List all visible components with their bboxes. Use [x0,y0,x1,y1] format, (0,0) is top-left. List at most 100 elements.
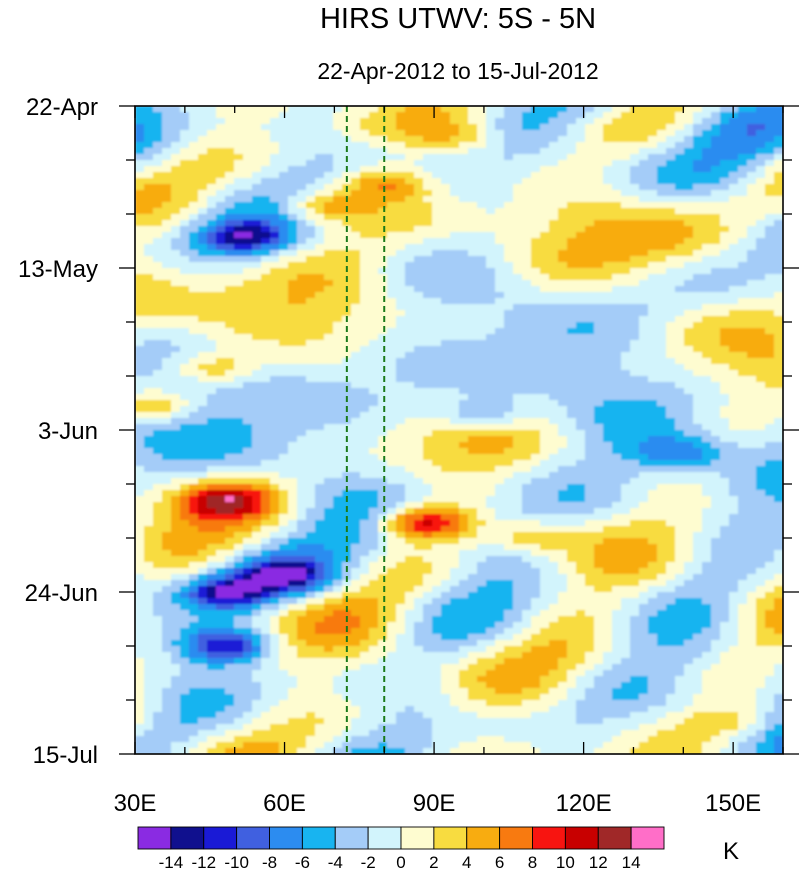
heatmap-cell [504,190,514,197]
heatmap-cell [693,454,703,461]
heatmap-cell [756,454,766,461]
heatmap-cell [720,496,730,503]
heatmap-cell [441,352,451,359]
heatmap-cell [549,208,559,215]
heatmap-cell [324,274,334,281]
heatmap-cell [225,250,235,257]
heatmap-cell [558,154,568,161]
heatmap-cell [171,514,181,521]
heatmap-cell [342,190,352,197]
heatmap-cell [198,430,208,437]
heatmap-cell [351,172,361,179]
heatmap-cell [666,454,676,461]
heatmap-cell [684,196,694,203]
heatmap-cell [756,370,766,377]
heatmap-cell [432,418,442,425]
heatmap-cell [630,280,640,287]
heatmap-cell [324,238,334,245]
heatmap-cell [720,184,730,191]
heatmap-cell [405,472,415,479]
heatmap-cell [234,256,244,263]
heatmap-cell [621,418,631,425]
heatmap-cell [432,136,442,143]
heatmap-cell [747,364,757,371]
heatmap-cell [648,208,658,215]
heatmap-cell [657,130,667,137]
heatmap-cell [144,466,154,473]
heatmap-cell [567,154,577,161]
heatmap-cell [216,442,226,449]
heatmap-cell [405,274,415,281]
heatmap-cell [297,310,307,317]
heatmap-cell [369,166,379,173]
heatmap-cell [495,514,505,521]
heatmap-cell [288,268,298,275]
heatmap-cell [189,118,199,125]
heatmap-cell [279,280,289,287]
heatmap-cell [657,478,667,485]
heatmap-cell [414,388,424,395]
heatmap-cell [153,298,163,305]
heatmap-cell [405,412,415,419]
heatmap-cell [549,400,559,407]
heatmap-cell [684,154,694,161]
heatmap-cell [333,112,343,119]
heatmap-cell [207,232,217,239]
heatmap-cell [360,418,370,425]
heatmap-cell [711,442,721,449]
heatmap-cell [585,136,595,143]
heatmap-cell [234,406,244,413]
heatmap-cell [549,472,559,479]
heatmap-cell [477,202,487,209]
heatmap-cell [198,244,208,251]
heatmap-cell [567,142,577,149]
heatmap-cell [324,226,334,233]
heatmap-cell [225,478,235,485]
heatmap-cell [414,208,424,215]
heatmap-cell [333,124,343,131]
heatmap-cell [747,316,757,323]
heatmap-cell [324,358,334,365]
heatmap-cell [693,394,703,401]
heatmap-cell [504,322,514,329]
heatmap-cell [513,214,523,221]
heatmap-cell [315,124,325,131]
heatmap-cell [162,130,172,137]
heatmap-cell [333,352,343,359]
heatmap-cell [279,154,289,161]
heatmap-cell [630,190,640,197]
heatmap-cell [324,196,334,203]
heatmap-cell [675,184,685,191]
heatmap-cell [468,406,478,413]
heatmap-cell [198,262,208,269]
heatmap-cell [666,490,676,497]
heatmap-cell [657,400,667,407]
heatmap-cell [504,196,514,203]
heatmap-cell [459,250,469,257]
heatmap-cell [648,496,658,503]
heatmap-cell [504,490,514,497]
heatmap-cell [747,118,757,125]
heatmap-cell [297,364,307,371]
heatmap-cell [306,304,316,311]
heatmap-cell [630,196,640,203]
heatmap-cell [225,334,235,341]
heatmap-cell [765,484,775,491]
heatmap-cell [414,328,424,335]
heatmap-cell [414,418,424,425]
heatmap-cell [648,478,658,485]
heatmap-cell [720,178,730,185]
heatmap-cell [405,466,415,473]
heatmap-cell [531,184,541,191]
heatmap-cell [441,178,451,185]
heatmap-cell [693,130,703,137]
heatmap-cell [585,412,595,419]
heatmap-cell [234,436,244,443]
heatmap-cell [333,406,343,413]
heatmap-cell [225,286,235,293]
heatmap-cell [486,460,496,467]
heatmap-cell [585,286,595,293]
heatmap-cell [495,250,505,257]
heatmap-cell [585,370,595,377]
heatmap-cell [207,490,217,497]
